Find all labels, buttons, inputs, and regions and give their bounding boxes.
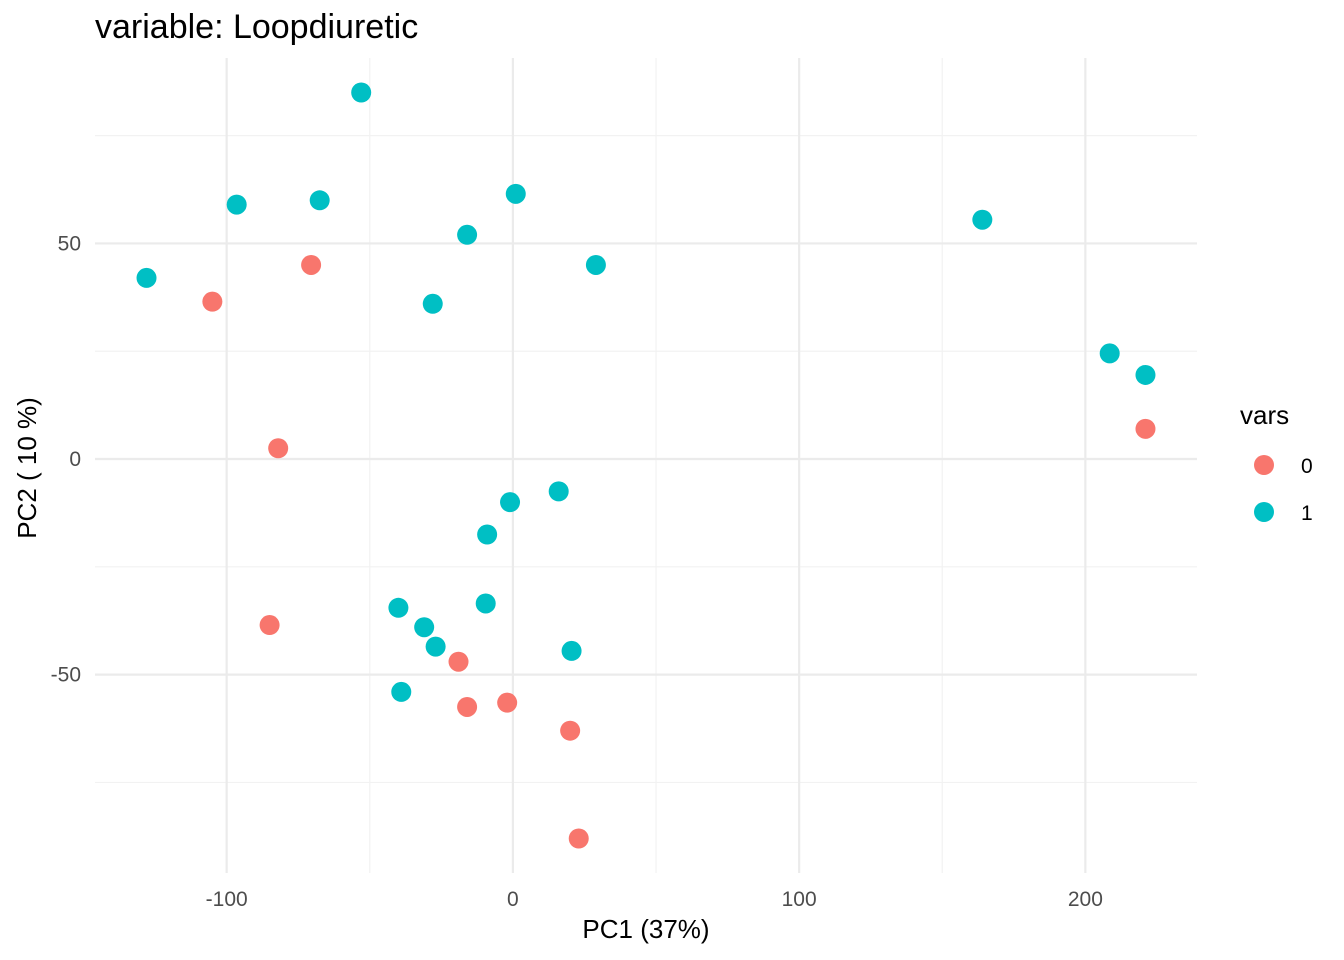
- data-point-group-1: [500, 492, 521, 513]
- data-point-group-1: [414, 617, 435, 638]
- data-point-group-1: [391, 681, 412, 702]
- data-point-group-1: [388, 597, 409, 618]
- data-point-group-0: [568, 828, 589, 849]
- x-tick-label: 100: [782, 888, 817, 911]
- x-axis-title: PC1 (37%): [582, 914, 709, 944]
- minor-gridlines: [95, 58, 1197, 873]
- data-point-group-1: [457, 224, 478, 245]
- x-tick-label: 200: [1068, 888, 1103, 911]
- data-point-group-0: [457, 696, 478, 717]
- data-point-group-1: [309, 190, 330, 211]
- data-point-group-1: [561, 640, 582, 661]
- major-gridlines: [95, 58, 1197, 873]
- data-point-group-1: [505, 183, 526, 204]
- data-point-group-1: [425, 636, 446, 657]
- x-tick-label: -100: [206, 888, 248, 911]
- data-point-group-0: [301, 254, 322, 275]
- y-axis-tick-labels: -50 0 50: [51, 232, 81, 686]
- data-point-group-1: [475, 593, 496, 614]
- y-axis-title: PC2 ( 10 %): [12, 397, 42, 539]
- legend-key-1: [1254, 502, 1274, 522]
- data-point-group-0: [497, 692, 518, 713]
- legend-title: vars: [1240, 400, 1289, 430]
- data-point-group-0: [259, 615, 280, 636]
- data-point-group-1: [585, 254, 606, 275]
- data-point-group-0: [560, 720, 581, 741]
- data-point-group-0: [448, 651, 469, 672]
- x-axis-tick-labels: -100 0 100 200: [206, 888, 1103, 911]
- y-tick-label: 50: [58, 232, 81, 255]
- data-points: [136, 82, 1156, 849]
- legend-label-1: 1: [1301, 502, 1313, 525]
- data-point-group-0: [268, 438, 289, 459]
- y-tick-label: -50: [51, 664, 81, 687]
- data-point-group-1: [136, 267, 157, 288]
- data-point-group-1: [226, 194, 247, 215]
- data-point-group-0: [1135, 418, 1156, 439]
- legend: vars 01: [1240, 400, 1313, 525]
- x-tick-label: 0: [507, 888, 519, 911]
- chart-title: variable: Loopdiuretic: [95, 8, 418, 46]
- legend-key-0: [1254, 455, 1274, 475]
- legend-items: 01: [1254, 455, 1313, 525]
- data-point-group-1: [1135, 364, 1156, 385]
- data-point-group-1: [548, 481, 569, 502]
- data-point-group-1: [1099, 343, 1120, 364]
- data-point-group-1: [477, 524, 498, 545]
- legend-label-0: 0: [1301, 455, 1313, 478]
- data-point-group-1: [972, 209, 993, 230]
- data-point-group-1: [351, 82, 372, 103]
- y-tick-label: 0: [69, 448, 81, 471]
- data-point-group-0: [202, 291, 223, 312]
- data-point-group-1: [422, 293, 443, 314]
